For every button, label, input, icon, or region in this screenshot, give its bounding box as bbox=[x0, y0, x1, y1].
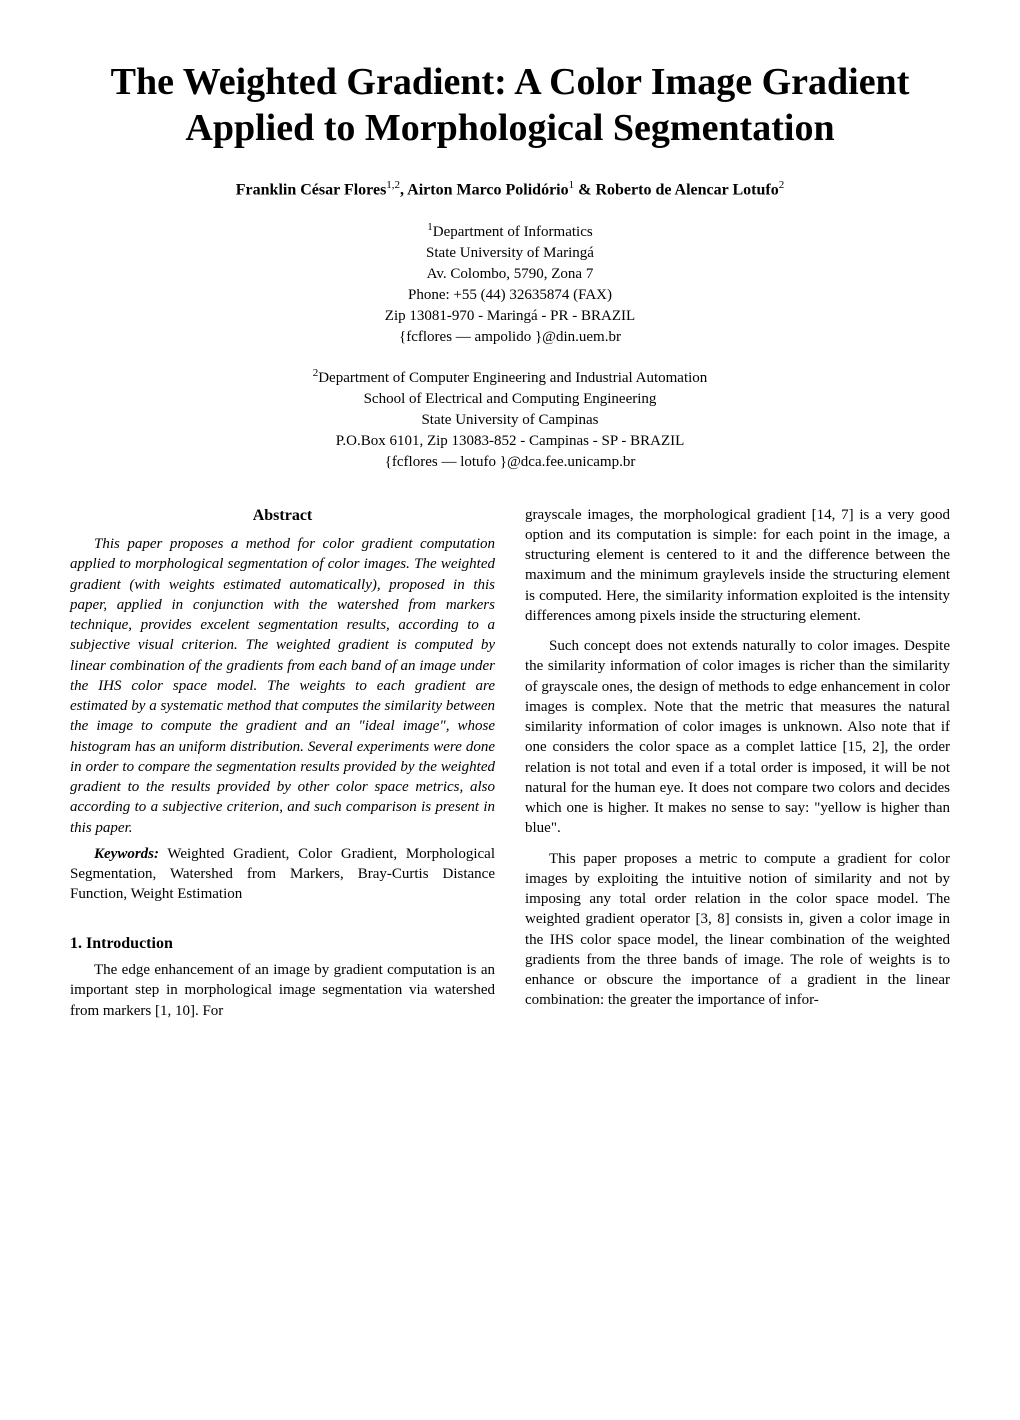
keywords-label: Keywords: bbox=[94, 846, 159, 862]
right-para-2: Such concept does not extends naturally … bbox=[525, 636, 950, 839]
affiliation-2-line-0: Department of Computer Engineering and I… bbox=[318, 370, 707, 386]
section-1-para-1: The edge enhancement of an image by grad… bbox=[70, 960, 495, 1021]
affiliation-1-line-1: State University of Maringá bbox=[426, 245, 594, 261]
affiliation-1-line-4: Zip 13081-970 - Maringá - PR - BRAZIL bbox=[385, 308, 635, 324]
paper-title: The Weighted Gradient: A Color Image Gra… bbox=[70, 60, 950, 151]
right-column: grayscale images, the morphological grad… bbox=[525, 505, 950, 1021]
affiliation-2-line-2: State University of Campinas bbox=[421, 412, 598, 428]
keywords-block: Keywords: Weighted Gradient, Color Gradi… bbox=[70, 844, 495, 905]
affiliation-1-line-0: Department of Informatics bbox=[433, 224, 593, 240]
affiliation-2-line-1: School of Electrical and Computing Engin… bbox=[364, 391, 657, 407]
right-para-1: grayscale images, the morphological grad… bbox=[525, 505, 950, 627]
section-1-heading: 1. Introduction bbox=[70, 933, 495, 955]
left-column: Abstract This paper proposes a method fo… bbox=[70, 505, 495, 1021]
affiliation-1: 1Department of Informatics State Univers… bbox=[70, 220, 950, 348]
right-para-3: This paper proposes a metric to compute … bbox=[525, 849, 950, 1011]
affiliation-2: 2Department of Computer Engineering and … bbox=[70, 366, 950, 473]
affiliation-2-line-3: P.O.Box 6101, Zip 13083-852 - Campinas -… bbox=[336, 433, 685, 449]
affiliation-1-line-5: {fcflores — ampolido }@din.uem.br bbox=[399, 329, 621, 345]
authors-line: Franklin César Flores1,2, Airton Marco P… bbox=[70, 179, 950, 199]
two-column-layout: Abstract This paper proposes a method fo… bbox=[70, 505, 950, 1021]
affiliation-1-line-2: Av. Colombo, 5790, Zona 7 bbox=[427, 266, 594, 282]
affiliation-2-line-4: {fcflores — lotufo }@dca.fee.unicamp.br bbox=[385, 454, 636, 470]
affiliation-1-line-3: Phone: +55 (44) 32635874 (FAX) bbox=[408, 287, 612, 303]
abstract-body: This paper proposes a method for color g… bbox=[70, 534, 495, 838]
abstract-heading: Abstract bbox=[70, 505, 495, 527]
